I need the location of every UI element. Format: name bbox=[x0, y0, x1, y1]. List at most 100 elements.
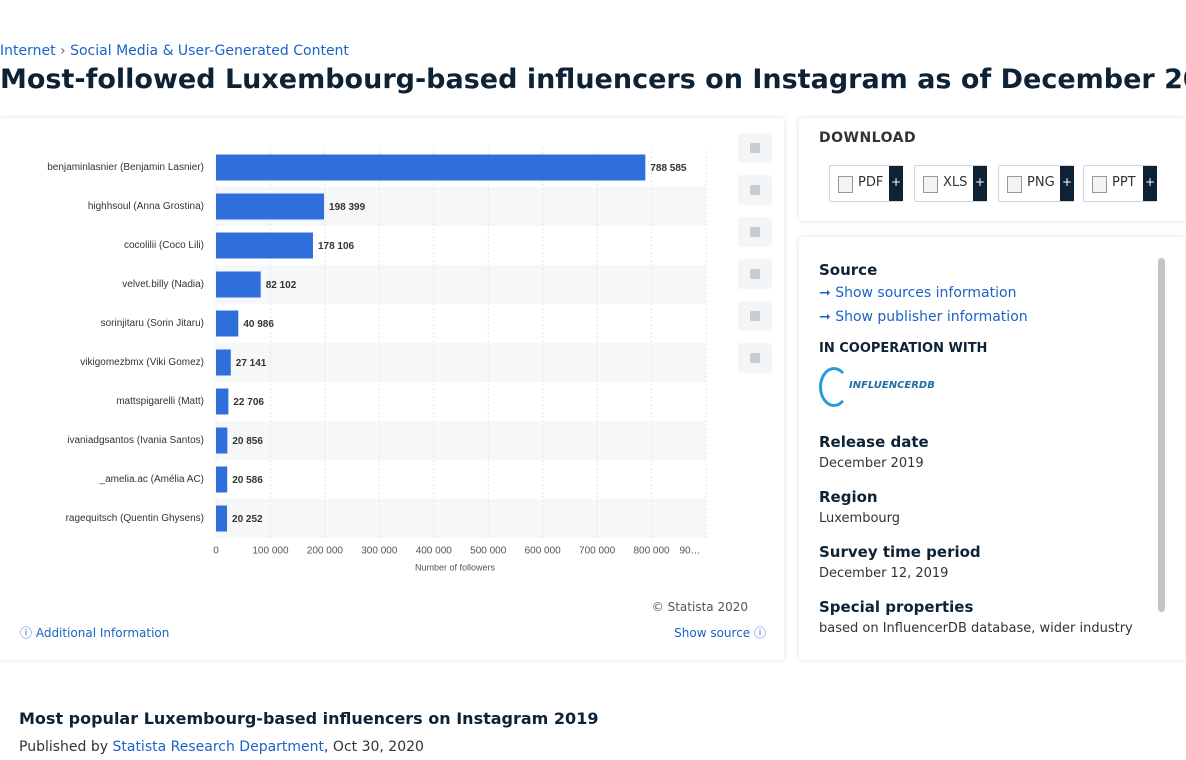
category-label: mattspigarelli (Matt) bbox=[116, 396, 204, 407]
bar bbox=[216, 154, 646, 181]
show-sources-text: Show sources information bbox=[835, 285, 1017, 301]
show-sources-link[interactable]: ➞ Show sources information bbox=[819, 285, 1017, 301]
x-tick-label: 400 000 bbox=[416, 546, 453, 557]
value-label: 198 399 bbox=[329, 202, 366, 213]
download-plus[interactable]: + bbox=[973, 166, 987, 201]
notify-button[interactable] bbox=[738, 175, 772, 205]
breadcrumb-link[interactable]: Social Media & User-Generated Content bbox=[70, 43, 349, 59]
survey-label: Survey time period bbox=[819, 543, 981, 561]
row-band bbox=[216, 499, 706, 538]
x-tick-label: 300 000 bbox=[361, 546, 398, 557]
breadcrumb: Internet › Social Media & User-Generated… bbox=[0, 43, 349, 59]
x-tick-label: 200 000 bbox=[307, 546, 344, 557]
category-label: sorinjitaru (Sorin Jitaru) bbox=[101, 318, 204, 329]
bar bbox=[216, 193, 325, 220]
x-tick-label: 0 bbox=[213, 546, 219, 557]
category-label: benjaminlasnier (Benjamin Lasnier) bbox=[47, 162, 204, 173]
row-band bbox=[216, 421, 706, 460]
x-tick-label: 100 000 bbox=[252, 546, 289, 557]
article-title: Most popular Luxembourg-based influencer… bbox=[19, 709, 599, 728]
category-label: ragequitsch (Quentin Ghysens) bbox=[66, 513, 204, 524]
bar bbox=[216, 271, 261, 298]
category-label: velvet.billy (Nadia) bbox=[122, 279, 204, 290]
print-button[interactable] bbox=[738, 343, 772, 373]
cite-button[interactable] bbox=[738, 301, 772, 331]
share-button[interactable] bbox=[738, 259, 772, 289]
breadcrumb-link[interactable]: Internet bbox=[0, 43, 56, 59]
category-label: cocolilii (Coco Lili) bbox=[124, 240, 204, 251]
bar bbox=[216, 310, 239, 337]
download-button[interactable]: PPT + bbox=[1083, 165, 1157, 202]
file-icon bbox=[1007, 176, 1022, 193]
breadcrumb-separator: › bbox=[60, 43, 66, 59]
region-label: Region bbox=[819, 488, 878, 506]
value-label: 40 986 bbox=[243, 319, 274, 330]
show-publisher-text: Show publisher information bbox=[835, 309, 1028, 325]
logo-text: INFLUENCERDB bbox=[849, 380, 935, 391]
row-band bbox=[216, 343, 706, 382]
date: Oct 30, 2020 bbox=[332, 739, 424, 755]
category-label: _amelia.ac (Amélia AC) bbox=[99, 474, 204, 485]
file-icon bbox=[1092, 176, 1107, 193]
additional-info-link[interactable]: ⓘ Additional Information bbox=[20, 626, 170, 640]
download-button[interactable]: XLS + bbox=[914, 165, 987, 202]
download-plus[interactable]: + bbox=[1060, 166, 1074, 201]
bar bbox=[216, 427, 228, 454]
special-label: Special properties bbox=[819, 598, 974, 616]
show-publisher-link[interactable]: ➞ Show publisher information bbox=[819, 309, 1028, 325]
bar bbox=[216, 349, 231, 376]
value-label: 82 102 bbox=[266, 280, 297, 291]
category-label: highhsoul (Anna Grostina) bbox=[88, 201, 204, 212]
logo-mark bbox=[819, 367, 849, 407]
value-label: 22 706 bbox=[233, 397, 264, 408]
chart: 0 100 000 200 000 300 000 400 000 500 000 600 … bbox=[47, 148, 707, 572]
survey-period: December 12, 2019 bbox=[819, 566, 949, 581]
download-title: DOWNLOAD bbox=[819, 130, 917, 146]
download-plus[interactable]: + bbox=[1143, 166, 1157, 201]
bar bbox=[216, 388, 229, 415]
cooperation-title: IN COOPERATION WITH bbox=[819, 341, 988, 356]
category-label: vikigomezbmx (Viki Gomez) bbox=[80, 357, 204, 368]
source-title: Source bbox=[819, 261, 878, 279]
published-line: Published by Statista Research Departmen… bbox=[19, 739, 424, 755]
additional-info-text: Additional Information bbox=[35, 626, 170, 640]
scrollbar[interactable] bbox=[1158, 258, 1165, 612]
region: Luxembourg bbox=[819, 511, 901, 526]
x-tick-label: 700 000 bbox=[579, 546, 616, 557]
value-label: 788 585 bbox=[650, 163, 687, 174]
download-button[interactable]: PDF + bbox=[829, 165, 903, 202]
download-label: PNG bbox=[1027, 175, 1055, 190]
download-label: XLS bbox=[943, 175, 968, 190]
row-band bbox=[216, 265, 706, 304]
bar bbox=[216, 505, 228, 532]
x-tick-label: 600 000 bbox=[525, 546, 562, 557]
download-card: DOWNLOAD bbox=[799, 118, 1185, 221]
special-properties: based on InfluencerDB database, wider in… bbox=[819, 621, 1133, 636]
page-title: Most-followed Luxembourg-based influence… bbox=[0, 64, 1186, 95]
published-by: Published by bbox=[19, 739, 109, 755]
x-tick-label: 90… bbox=[679, 546, 700, 557]
x-tick-label: 500 000 bbox=[470, 546, 507, 557]
value-label: 27 141 bbox=[236, 358, 267, 369]
author-link[interactable]: Statista Research Department bbox=[112, 739, 325, 755]
details-card: Source ➞ Show sources information ➞ Show… bbox=[799, 237, 1185, 660]
value-label: 20 856 bbox=[232, 436, 263, 447]
bar bbox=[216, 232, 313, 259]
favorite-button[interactable] bbox=[738, 133, 772, 163]
chart-card: 0 100 000 200 000 300 000 400 000 500 000 600 … bbox=[0, 118, 784, 660]
value-label: 20 252 bbox=[232, 514, 263, 525]
download-button[interactable]: PNG + bbox=[998, 165, 1074, 202]
show-source-text: Show source bbox=[674, 626, 751, 640]
download-plus[interactable]: + bbox=[889, 166, 903, 201]
x-axis-title: Number of followers bbox=[415, 562, 496, 572]
separator: , bbox=[324, 739, 329, 755]
value-label: 178 106 bbox=[318, 241, 355, 252]
value-label: 20 586 bbox=[232, 475, 263, 486]
settings-button[interactable] bbox=[738, 217, 772, 247]
release-date: December 2019 bbox=[819, 456, 924, 471]
show-source-link[interactable]: Show source ⓘ bbox=[674, 626, 766, 640]
x-tick-label: 800 000 bbox=[633, 546, 670, 557]
copyright: © Statista 2020 bbox=[651, 600, 748, 614]
file-icon bbox=[923, 176, 938, 193]
